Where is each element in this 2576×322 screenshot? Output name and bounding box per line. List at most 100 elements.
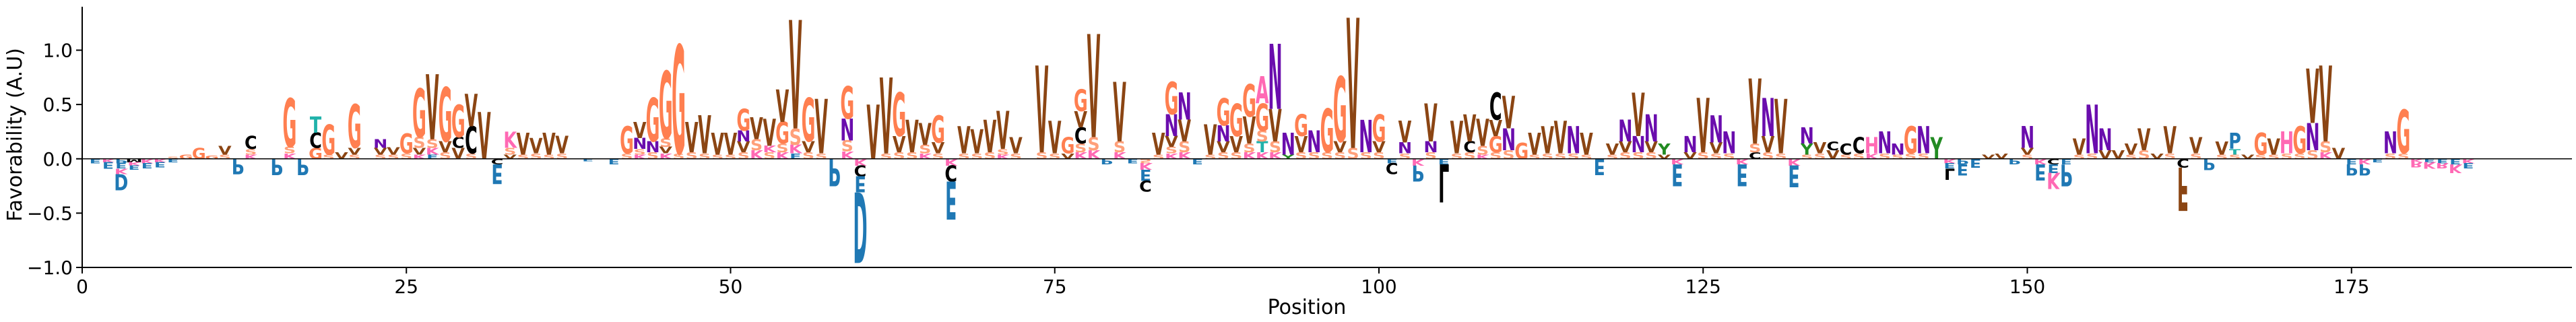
logo-letter-k: K	[2410, 158, 2424, 162]
logo-letter-k: K	[102, 158, 116, 162]
logo-letter-s: S	[167, 156, 179, 160]
logo-letter-g: G	[205, 155, 219, 160]
logo-letter-v: V	[918, 119, 932, 152]
logo-letter-p: P	[115, 157, 127, 164]
y-tick-label: 1.0	[42, 40, 73, 62]
logo-letter-v: V	[2332, 145, 2346, 162]
logo-letter-v: V	[2215, 139, 2228, 160]
logo-letter-n: N	[1683, 132, 1697, 158]
logo-letter-n: N	[1268, 26, 1282, 131]
logo-letter-n: N	[1644, 108, 1659, 151]
logo-letter-s: S	[413, 134, 425, 152]
logo-letter-v: V	[1619, 139, 1632, 156]
logo-letter-n: N	[1722, 127, 1736, 160]
logo-letter-n: N	[2098, 124, 2112, 158]
logo-letter-v: V	[1502, 87, 1516, 139]
logo-letter-n: N	[840, 114, 854, 148]
logo-letter-s: S	[1087, 134, 1099, 155]
logo-letter-v: V	[478, 100, 491, 174]
logo-letter-k: K	[426, 146, 440, 157]
logo-letter-v: V	[1528, 128, 1541, 162]
logo-letter-v: V	[2241, 154, 2255, 160]
logo-letter-c: C	[1826, 140, 1839, 154]
logo-letter-v: V	[1554, 112, 1568, 164]
logo-letter-v: V	[1774, 85, 1788, 171]
logo-letter-p: P	[1411, 160, 1424, 186]
logo-letter-v: V	[1995, 152, 2009, 161]
logo-letter-v: V	[2306, 55, 2319, 141]
logo-letter-v: V	[866, 90, 880, 176]
logo-letter-t: T	[310, 112, 321, 138]
logo-letter-v: V	[1450, 112, 1464, 164]
logo-letter-v: V	[1762, 132, 1775, 158]
logo-letter-g: G	[659, 54, 673, 161]
logo-letter-v: V	[218, 144, 232, 158]
logo-letter-e: E	[141, 161, 153, 170]
logo-letter-c: C	[309, 129, 322, 153]
logo-letter-d: D	[853, 169, 867, 282]
logo-letter-v: V	[2137, 124, 2151, 158]
x-tick-label: 100	[1361, 276, 1396, 298]
logo-letter-s: S	[2216, 154, 2228, 160]
logo-letter-s: S	[1347, 145, 1359, 162]
logo-letter-k: K	[2449, 161, 2463, 174]
logo-letter-k: K	[413, 154, 427, 160]
x-tick-label: 75	[1043, 276, 1067, 298]
logo-letter-g: G	[672, 16, 686, 189]
logo-letter-k: K	[1476, 154, 1490, 160]
logo-letter-v: V	[426, 56, 439, 161]
logo-letter-e: E	[1970, 156, 1981, 169]
logo-letter-v: V	[1424, 94, 1438, 154]
logo-letter-k: K	[2047, 168, 2061, 193]
logo-letter-v: V	[776, 80, 790, 133]
logo-letter-k: K	[140, 157, 154, 164]
logo-letter-v: V	[1982, 154, 1995, 160]
logo-letter-y: Y	[1657, 141, 1671, 158]
logo-letter-n: N	[1917, 120, 1931, 163]
logo-letter-k: K	[789, 143, 803, 156]
logo-letter-e: E	[1192, 157, 1203, 166]
y-tick-label: 0.0	[42, 148, 73, 170]
logo-letter-v: V	[724, 128, 738, 162]
logo-letter-n: N	[1631, 132, 1645, 158]
logo-letter-e: E	[2047, 161, 2059, 174]
logo-letter-s: S	[1243, 142, 1255, 156]
logo-letter-s: S	[1840, 154, 1852, 160]
logo-letter-v: V	[503, 154, 517, 160]
x-tick-label: 0	[76, 276, 88, 298]
logo-letter-r: R	[2410, 160, 2423, 169]
logo-letter-s: S	[724, 154, 736, 160]
logo-letter-k: K	[127, 161, 141, 166]
logo-letter-v: V	[802, 139, 815, 156]
logo-letter-g: G	[736, 104, 750, 138]
logo-letter-s: S	[2319, 139, 2331, 156]
logo-letter-e: E	[1127, 157, 1138, 164]
logo-letter-e: E	[2437, 157, 2448, 164]
logo-letter-k: K	[503, 127, 517, 153]
logo-letter-s: S	[219, 154, 231, 160]
logo-letter-p: P	[1100, 157, 1113, 166]
logo-letter-g: G	[1229, 94, 1244, 147]
logo-letter-p: P	[2203, 155, 2216, 172]
logo-letter-s: S	[543, 154, 555, 160]
logo-letter-s: S	[997, 148, 1009, 156]
logo-letter-g: G	[1074, 85, 1088, 119]
logo-letter-g: G	[931, 108, 945, 152]
logo-letter-v: V	[2073, 134, 2086, 160]
logo-letter-s: S	[1256, 128, 1268, 146]
logo-letter-v: V	[880, 57, 893, 179]
logo-letter-v: V	[529, 134, 543, 158]
logo-letter-h: H	[1865, 133, 1879, 158]
x-tick-label: 125	[1685, 276, 1721, 298]
logo-letter-v: V	[2111, 148, 2125, 162]
logo-letter-n: N	[2383, 127, 2397, 160]
logo-letter-s: S	[1749, 142, 1761, 156]
logo-letter-s: S	[1269, 139, 1281, 156]
logo-letter-c: C	[1386, 160, 1398, 177]
logo-letter-g: G	[321, 117, 335, 165]
logo-letter-e: E	[1386, 157, 1398, 164]
logo-letter-n: N	[1178, 86, 1192, 129]
logo-letter-g: G	[1217, 92, 1231, 135]
logo-letter-v: V	[451, 145, 465, 162]
logo-letter-g: G	[399, 129, 414, 160]
